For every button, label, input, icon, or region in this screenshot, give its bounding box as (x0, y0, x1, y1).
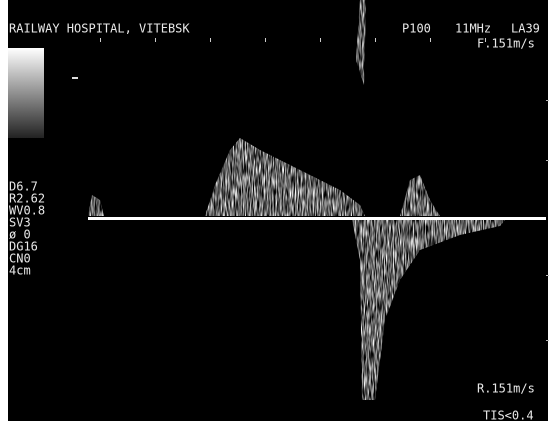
probe: LA39 (511, 22, 540, 36)
forward-scale: F.151m/s (477, 37, 535, 51)
parameter: ø 0 (9, 228, 31, 242)
marker (72, 77, 78, 79)
doppler-spectrum (88, 0, 505, 400)
hospital-title: RAILWAY HOSPITAL, VITEBSK (9, 22, 190, 36)
parameter: WV0.8 (9, 204, 45, 218)
parameter: CN0 (9, 252, 31, 266)
parameter: R2.62 (9, 192, 45, 206)
baseline (88, 217, 546, 220)
reverse-scale: R.151m/s (477, 382, 535, 396)
parameter: SV3 (9, 216, 31, 230)
parameter: D6.7 (9, 180, 38, 194)
parameter: DG16 (9, 240, 38, 254)
right-ticks (546, 100, 549, 341)
power: P100 (402, 22, 431, 36)
parameter: 4cm (9, 264, 31, 278)
top-ticks (100, 38, 486, 42)
gray-scale-bar (8, 48, 44, 138)
frequency: 11MHz (455, 22, 491, 36)
tis: TIS<0.4 (483, 409, 534, 421)
